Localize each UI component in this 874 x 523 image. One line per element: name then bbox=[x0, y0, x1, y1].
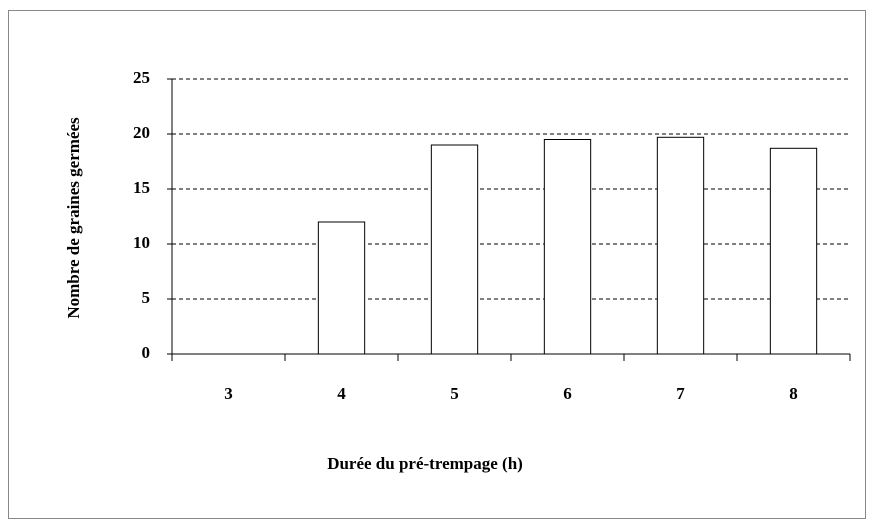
bar bbox=[430, 144, 479, 355]
x-tick-label: 3 bbox=[224, 384, 233, 403]
x-tick-label: 7 bbox=[676, 384, 685, 403]
x-tick-label: 6 bbox=[563, 384, 572, 403]
bar bbox=[769, 147, 818, 355]
x-axis-label: Durée du pré-trempage (h) bbox=[327, 454, 523, 473]
y-tick-label: 25 bbox=[133, 68, 150, 87]
y-tick-label: 10 bbox=[133, 233, 150, 252]
bar bbox=[317, 221, 366, 355]
x-tick-label: 4 bbox=[337, 384, 346, 403]
y-tick-label: 15 bbox=[133, 178, 150, 197]
x-tick-label: 8 bbox=[789, 384, 798, 403]
bar bbox=[656, 136, 705, 355]
y-tick-label: 5 bbox=[142, 288, 151, 307]
y-tick-label: 20 bbox=[133, 123, 150, 142]
y-axis-label: Nombre de graines germées bbox=[64, 117, 83, 319]
y-tick-label: 0 bbox=[142, 343, 151, 362]
x-tick-label: 5 bbox=[450, 384, 459, 403]
bar bbox=[543, 139, 592, 355]
